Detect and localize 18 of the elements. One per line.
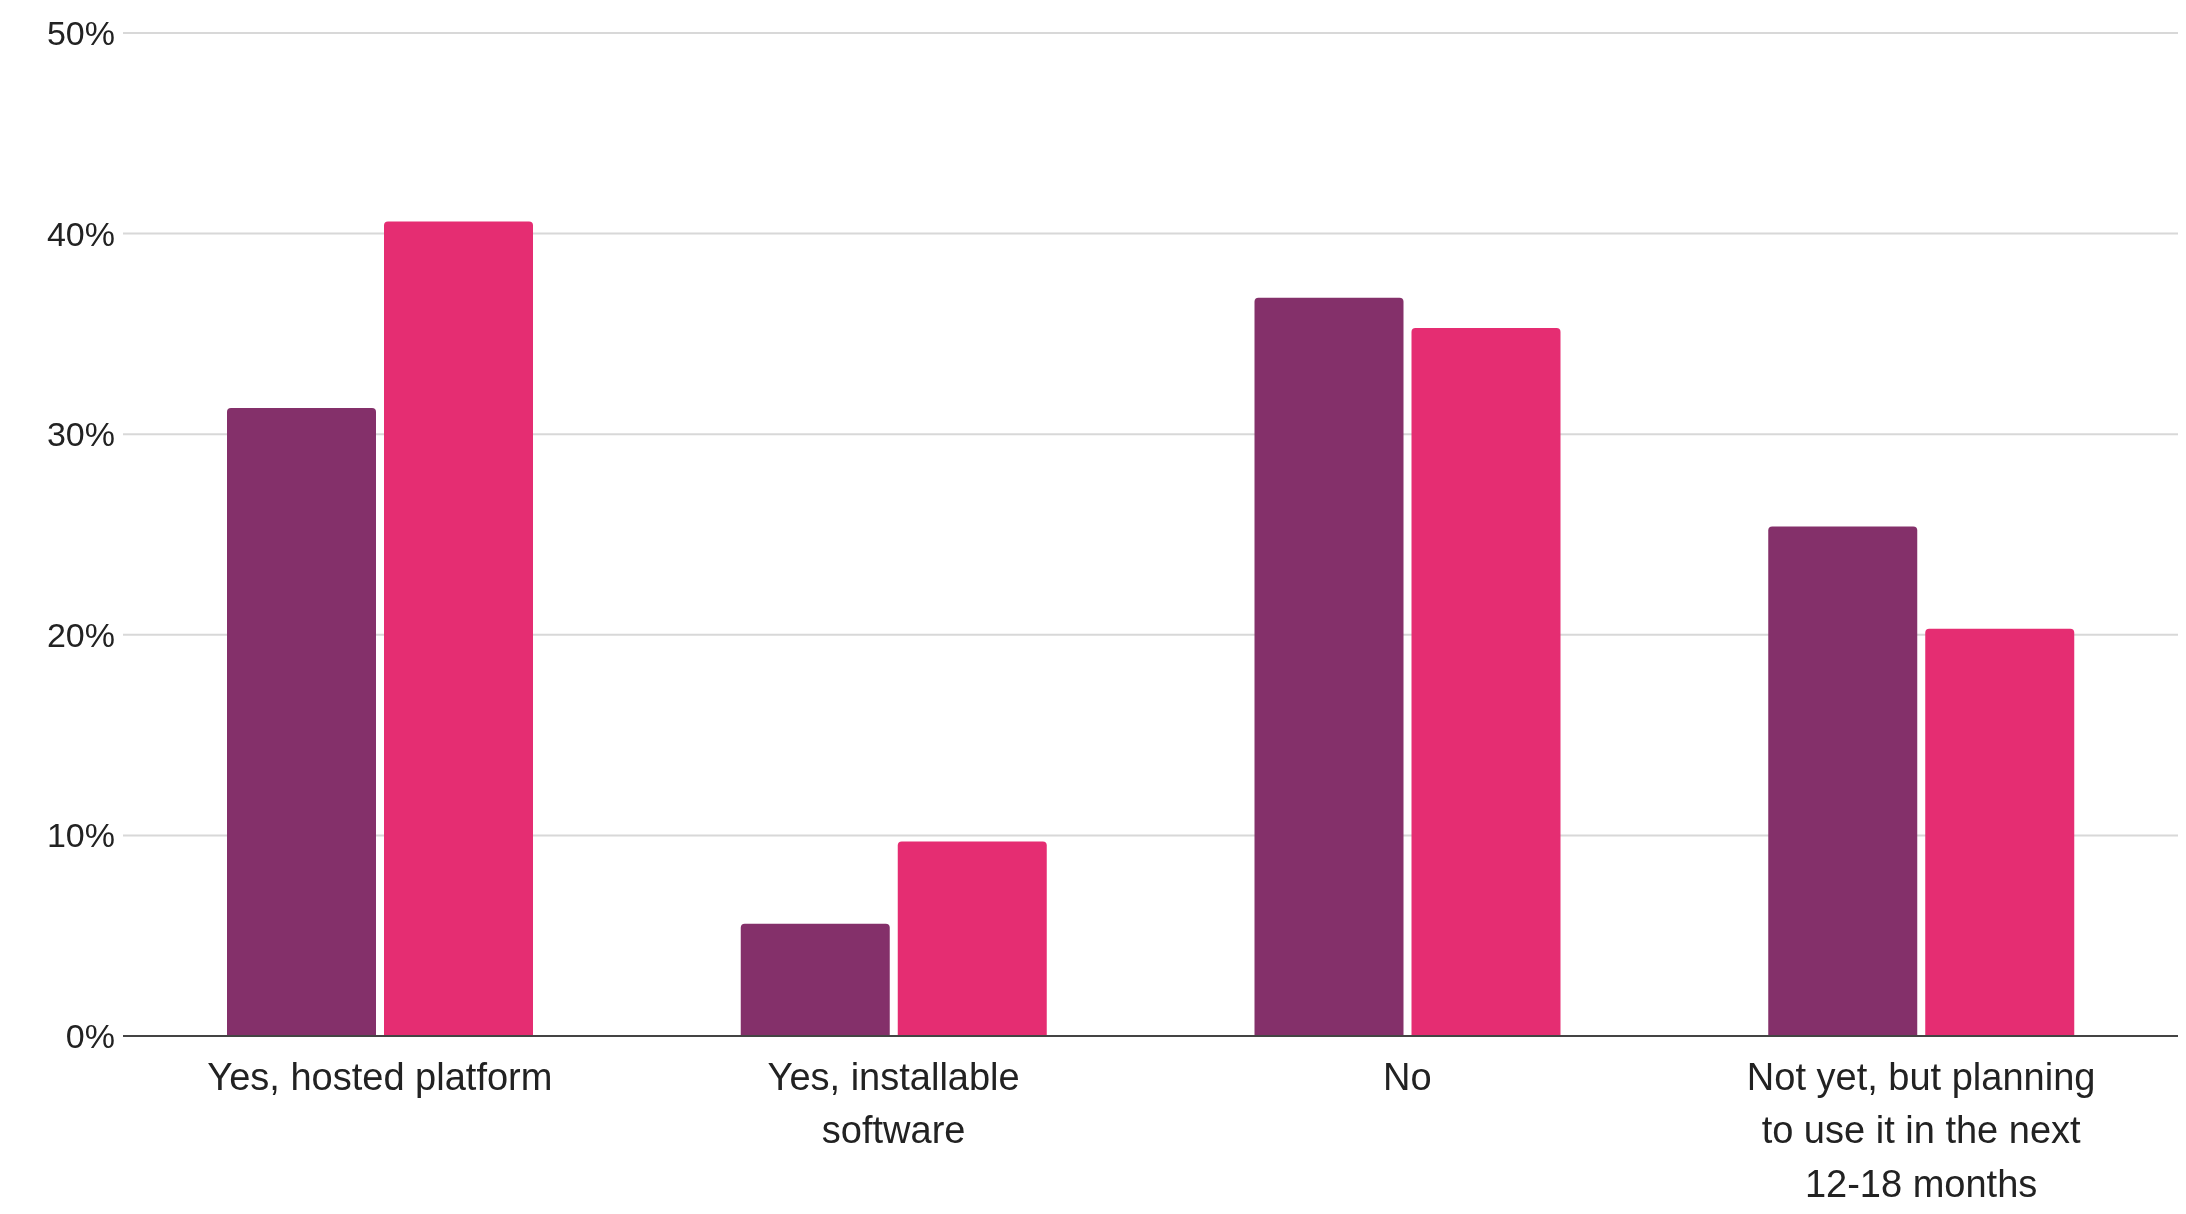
y-tick-label: 50% [46, 14, 115, 53]
x-tick-label: No [1383, 1056, 1432, 1099]
y-tick-label: 40% [46, 214, 115, 253]
x-tick-label: Yes, installable software [767, 1056, 1020, 1152]
x-tick-label: Yes, hosted platform [207, 1056, 553, 1099]
y-tick-label: 30% [46, 415, 115, 454]
y-tick-label: 10% [46, 816, 115, 855]
y-tick-label: 20% [46, 615, 115, 654]
bar [227, 408, 376, 1036]
bar [1254, 297, 1404, 1036]
y-tick-label: 0% [65, 1017, 115, 1056]
bar [897, 841, 1047, 1036]
bar [1925, 628, 2075, 1036]
bar [384, 221, 533, 1036]
bar [1411, 327, 1561, 1036]
x-tick-label: Not yet, but planning to use it in the next 12-18 months [1746, 1056, 2096, 1205]
bar [740, 923, 890, 1036]
bar [1768, 526, 1918, 1036]
